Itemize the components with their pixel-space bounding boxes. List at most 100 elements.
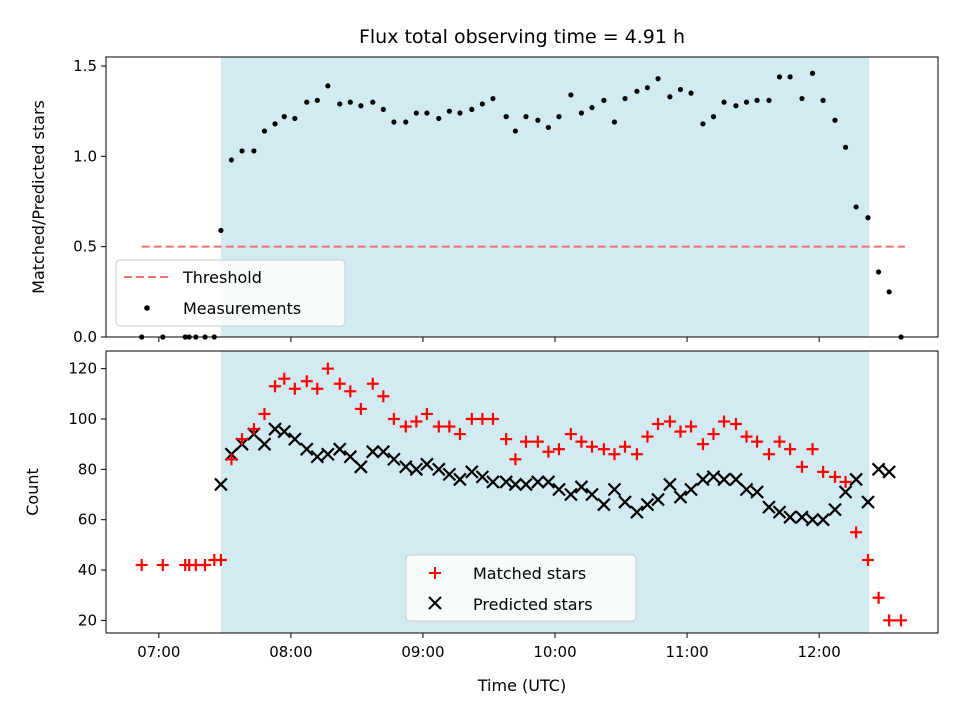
predicted-star-points bbox=[214, 422, 896, 527]
x-tick-label: 11:00 bbox=[665, 643, 708, 661]
ratio-y-axis-label: Matched/Predicted stars bbox=[29, 100, 48, 294]
legend-matched-swatch bbox=[429, 567, 441, 579]
measurement-point bbox=[832, 117, 838, 123]
measurement-point bbox=[799, 95, 805, 102]
predicted-star-point bbox=[486, 475, 500, 489]
matched-star-point bbox=[839, 475, 852, 488]
predicted-star-point bbox=[465, 465, 479, 479]
predicted-star-point bbox=[729, 472, 743, 487]
matched-star-point bbox=[663, 415, 676, 428]
matched-star-point bbox=[674, 425, 687, 438]
matched-star-point bbox=[597, 443, 610, 456]
matched-star-point bbox=[432, 420, 445, 433]
matched-star-point bbox=[214, 553, 227, 566]
matched-star-point bbox=[817, 465, 830, 478]
predicted-star-point bbox=[651, 492, 665, 507]
measurement-point bbox=[677, 86, 684, 93]
measurement-point bbox=[380, 106, 386, 112]
predicted-star-point bbox=[717, 472, 731, 487]
measurement-point bbox=[886, 289, 892, 295]
measurement-point bbox=[721, 99, 727, 105]
predicted-star-point bbox=[387, 452, 401, 467]
predicted-star-point bbox=[365, 444, 380, 459]
matched-star-point bbox=[564, 428, 577, 441]
measurement-point bbox=[787, 74, 793, 80]
legend-measurement-label: Measurements bbox=[183, 299, 301, 318]
matched-star-point bbox=[321, 362, 334, 375]
measurement-point bbox=[503, 114, 509, 120]
measurement-point bbox=[325, 83, 331, 89]
predicted-star-point bbox=[564, 487, 578, 502]
measurement-point bbox=[261, 128, 268, 134]
count-plot-frame bbox=[105, 350, 939, 634]
measurement-point bbox=[479, 101, 485, 107]
predicted-star-point bbox=[805, 512, 820, 527]
matched-star-point bbox=[443, 420, 456, 433]
predicted-star-point bbox=[607, 482, 622, 497]
ratio-y-tick-label: 1.0 bbox=[73, 147, 97, 165]
measurement-point bbox=[776, 74, 783, 80]
matched-star-point bbox=[652, 418, 665, 431]
measurement-point bbox=[589, 104, 595, 111]
measurement-point bbox=[688, 90, 694, 96]
measurement-point bbox=[743, 99, 750, 105]
measurement-point bbox=[446, 108, 452, 114]
matched-star-point bbox=[751, 435, 764, 448]
matched-star-point bbox=[718, 415, 731, 428]
count-y-tick-label: 100 bbox=[68, 410, 97, 428]
matched-star-point bbox=[828, 470, 841, 483]
matched-star-point bbox=[387, 412, 400, 425]
matched-star-points bbox=[135, 362, 908, 627]
measurement-point bbox=[436, 115, 442, 122]
measurement-point bbox=[391, 119, 397, 125]
predicted-star-point bbox=[597, 497, 611, 512]
predicted-star-point bbox=[432, 462, 446, 477]
predicted-star-point bbox=[332, 442, 347, 456]
matched-star-point bbox=[762, 448, 775, 461]
predicted-star-point bbox=[882, 465, 896, 479]
matched-star-point bbox=[225, 453, 238, 466]
count-y-tick-label: 120 bbox=[68, 360, 97, 378]
matched-star-point bbox=[883, 614, 896, 627]
measurement-point bbox=[490, 95, 496, 102]
predicted-star-point bbox=[288, 432, 302, 446]
ratio-x-ticks bbox=[158, 337, 820, 342]
predicted-star-point bbox=[552, 482, 566, 497]
matched-star-point bbox=[784, 443, 797, 456]
ratio-y-tick-label: 0.0 bbox=[73, 328, 97, 346]
matched-star-point bbox=[247, 423, 260, 436]
matched-star-point bbox=[895, 614, 908, 627]
matched-star-point bbox=[354, 402, 367, 415]
matched-star-point bbox=[552, 443, 565, 456]
measurement-point bbox=[611, 119, 618, 125]
predicted-star-point bbox=[696, 472, 710, 487]
measurement-point bbox=[512, 128, 518, 134]
x-tick-label: 12:00 bbox=[798, 643, 841, 661]
measurement-point bbox=[337, 101, 343, 107]
measurement-point bbox=[568, 92, 574, 98]
count-y-tick-label: 40 bbox=[78, 561, 97, 579]
measurement-points bbox=[139, 70, 904, 340]
predicted-star-point bbox=[861, 495, 875, 509]
measurement-point bbox=[314, 97, 320, 103]
predicted-star-point bbox=[783, 510, 797, 524]
matched-star-point bbox=[630, 448, 643, 461]
predicted-star-point bbox=[531, 475, 545, 489]
matched-star-point bbox=[420, 407, 433, 420]
matched-star-point bbox=[258, 407, 271, 420]
matched-star-point bbox=[707, 428, 720, 441]
x-tick-label: 07:00 bbox=[137, 643, 180, 661]
predicted-star-point bbox=[442, 467, 457, 482]
matched-star-point bbox=[696, 438, 709, 451]
measurement-point bbox=[218, 227, 224, 234]
chart-title: Flux total observing time = 4.91 h bbox=[359, 26, 685, 48]
measurement-point bbox=[370, 99, 376, 105]
matched-star-point bbox=[542, 445, 555, 458]
predicted-star-point bbox=[673, 490, 688, 504]
measurement-point bbox=[842, 144, 849, 150]
predicted-star-point bbox=[762, 500, 776, 514]
count-y-tick-label: 20 bbox=[78, 611, 97, 629]
matched-star-point bbox=[465, 412, 478, 425]
matched-star-point bbox=[236, 433, 249, 446]
matched-star-point bbox=[509, 453, 522, 466]
